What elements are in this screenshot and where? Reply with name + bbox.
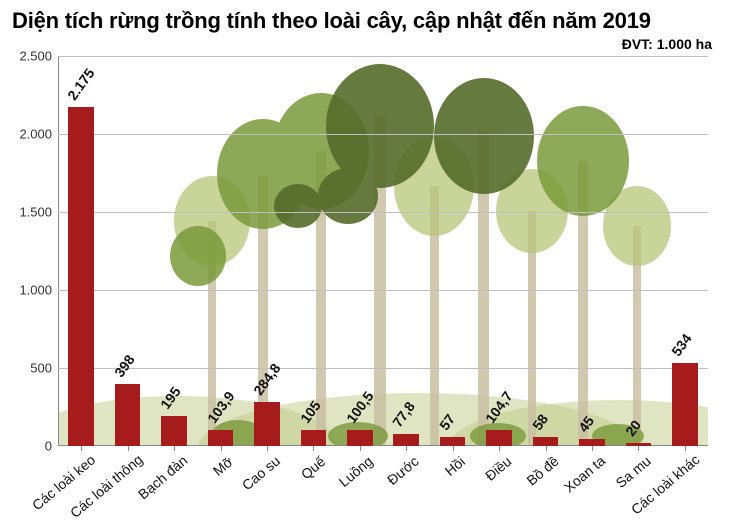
y-tick-label: 500 (30, 361, 52, 376)
bar (208, 430, 234, 446)
category-label: Sa mu (613, 453, 654, 491)
category-label: Luồng (335, 453, 375, 490)
bar (115, 384, 141, 446)
x-tick (360, 446, 361, 451)
y-tick-label: 2.000 (19, 127, 52, 142)
bar (254, 402, 280, 446)
chart-title: Diện tích rừng trồng tính theo loài cây,… (12, 8, 651, 34)
category-label: Bồ đề (523, 453, 561, 489)
bar (68, 107, 94, 446)
x-tick (81, 446, 82, 451)
y-axis (58, 56, 59, 446)
y-tick-label: 1.000 (19, 283, 52, 298)
x-tick (128, 446, 129, 451)
category-label: Hồi (441, 453, 467, 479)
x-tick (499, 446, 500, 451)
bar (347, 430, 373, 446)
category-label: Quế (298, 453, 329, 482)
category-label: Cao su (239, 453, 283, 494)
x-tick (638, 446, 639, 451)
grid-line (58, 290, 708, 291)
category-label: Xoan ta (561, 452, 608, 495)
bar (393, 434, 419, 446)
category-label: Đước (384, 453, 422, 488)
x-tick (685, 446, 686, 451)
unit-label: ĐVT: 1.000 ha (622, 36, 712, 52)
x-tick (592, 446, 593, 451)
x-tick (221, 446, 222, 451)
bar (672, 363, 698, 446)
y-tick-label: 1.500 (19, 205, 52, 220)
category-label: Điều (482, 453, 514, 484)
x-axis (58, 445, 708, 446)
x-tick (267, 446, 268, 451)
x-tick (546, 446, 547, 451)
forest-illustration (58, 56, 708, 446)
bar (440, 437, 466, 446)
grid-line (58, 368, 708, 369)
bar (533, 437, 559, 446)
x-tick (313, 446, 314, 451)
y-tick-label: 2.500 (19, 49, 52, 64)
plot-area: 05001.0001.5002.0002.500 2.175Các loài k… (58, 56, 708, 446)
grid-line (58, 212, 708, 213)
bar (161, 416, 187, 446)
grid-line (58, 134, 708, 135)
x-tick (174, 446, 175, 451)
grid-line (58, 56, 708, 57)
x-tick (453, 446, 454, 451)
y-tick-label: 0 (45, 439, 52, 454)
bar (486, 430, 512, 446)
bar (579, 439, 605, 446)
category-label: Mỡ (209, 453, 235, 479)
x-tick (406, 446, 407, 451)
bar (301, 430, 327, 446)
